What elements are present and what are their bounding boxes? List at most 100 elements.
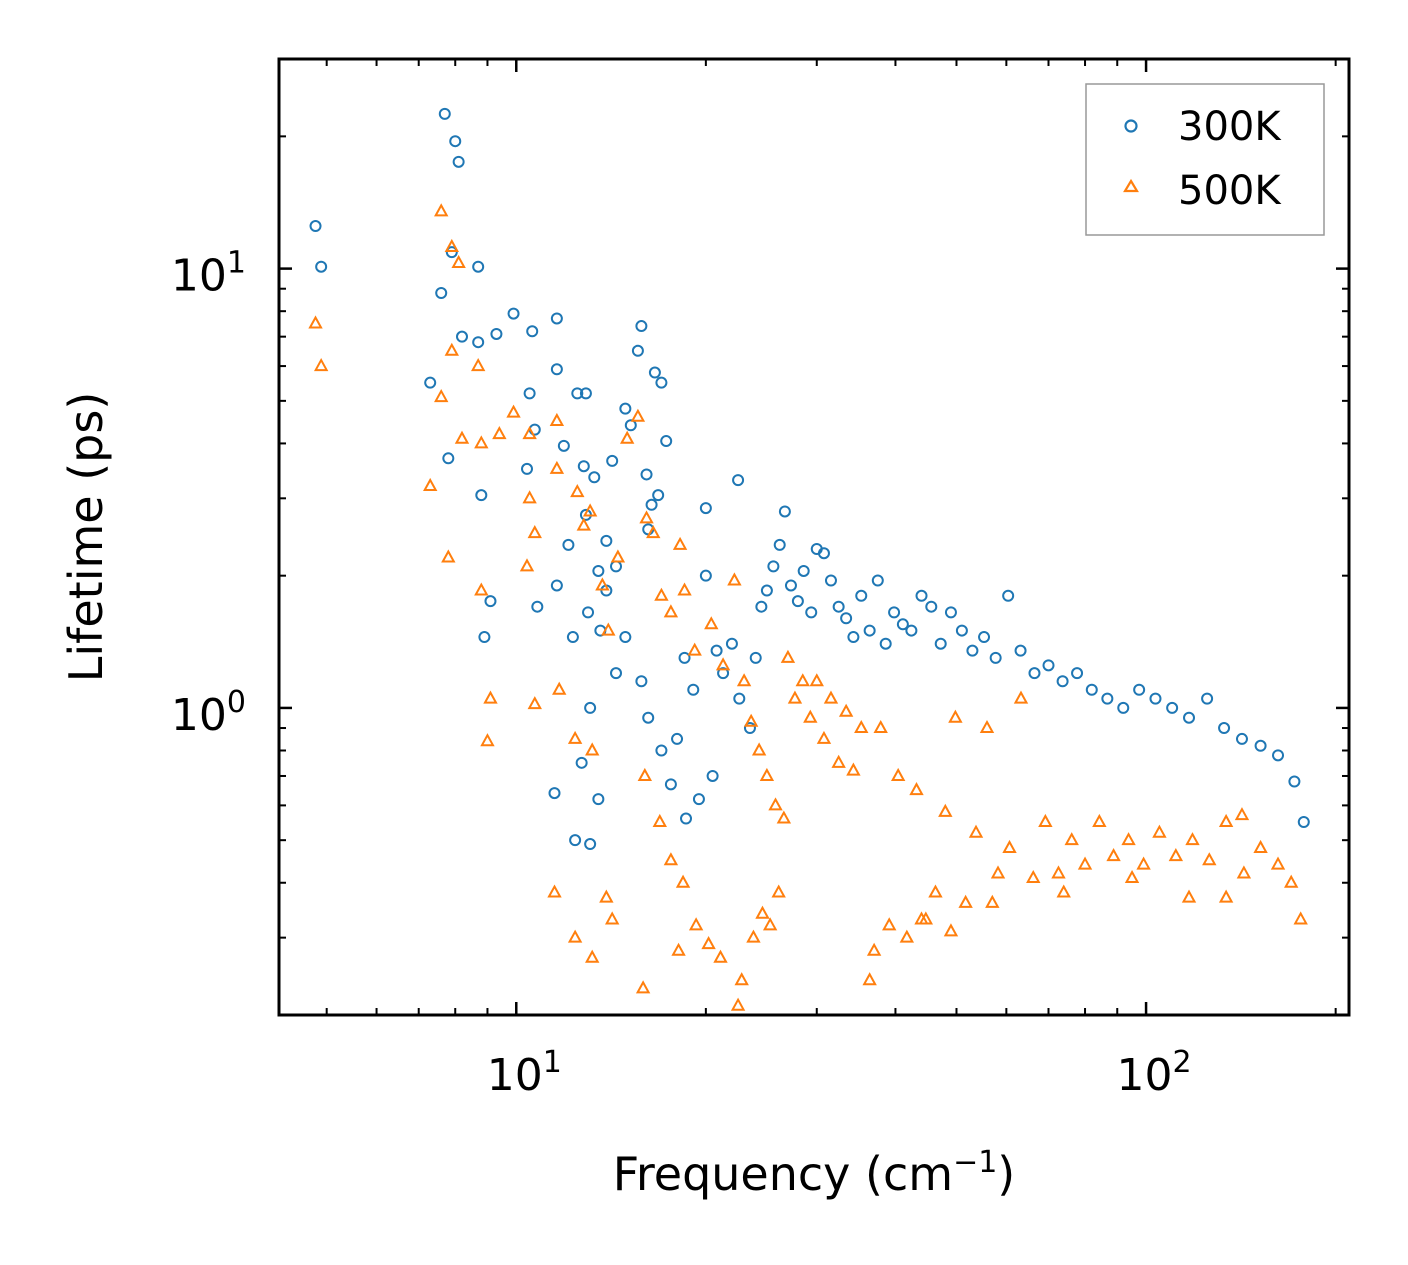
- point-500K-19: [483, 690, 498, 704]
- point-500K-6: [470, 357, 486, 372]
- point-300K-68: [710, 644, 723, 657]
- point-500K-0: [308, 315, 323, 329]
- point-500K-93: [958, 894, 973, 908]
- point-300K-108: [1042, 659, 1055, 672]
- x-axis-label: Frequency (cm−1): [613, 1145, 1016, 1201]
- point-300K-20: [478, 631, 491, 644]
- point-300K-63: [671, 732, 684, 745]
- point-500K-84: [873, 719, 888, 734]
- point-300K-4: [449, 135, 462, 148]
- point-300K-31: [592, 564, 605, 577]
- point-300K-99: [934, 637, 947, 650]
- point-500K-58: [727, 572, 742, 586]
- point-300K-87: [832, 600, 845, 613]
- point-300K-19: [484, 595, 497, 608]
- point-300K-62: [664, 778, 677, 791]
- point-500K-112: [1218, 813, 1234, 827]
- point-500K-85: [882, 917, 897, 931]
- y-tick-label-1-exponent: 0: [227, 685, 246, 720]
- point-300K-39: [584, 701, 597, 714]
- y-tick-label-1: 100: [171, 685, 246, 741]
- point-500K-45: [677, 582, 692, 596]
- point-500K-57: [715, 657, 731, 671]
- point-500K-114: [1253, 839, 1268, 853]
- point-500K-33: [547, 884, 562, 898]
- point-300K-16: [521, 462, 534, 475]
- point-300K-81: [791, 595, 804, 608]
- x-tick-label-100-exponent: 2: [1173, 1045, 1192, 1080]
- point-300K-117: [1183, 711, 1196, 724]
- point-300K-113: [1117, 701, 1130, 714]
- point-300K-93: [879, 637, 892, 650]
- point-500K-29: [601, 622, 616, 636]
- point-300K-50: [640, 468, 653, 481]
- point-500K-27: [595, 577, 610, 591]
- point-300K-34: [582, 606, 595, 619]
- point-300K-112: [1101, 692, 1114, 705]
- series-300K: [309, 107, 1310, 851]
- point-500K-74: [803, 709, 818, 723]
- point-300K-125: [680, 812, 693, 825]
- point-300K-60: [642, 711, 655, 724]
- point-500K-2: [434, 203, 449, 217]
- point-500K-80: [846, 762, 861, 776]
- point-500K-24: [570, 483, 585, 498]
- point-500K-3: [444, 238, 459, 252]
- point-300K-120: [1235, 732, 1248, 745]
- point-300K-94: [888, 606, 901, 619]
- point-500K-25: [576, 517, 591, 531]
- y-axis-label: Lifetime (ps): [59, 392, 113, 683]
- point-500K-59: [736, 673, 752, 687]
- point-300K-80: [784, 579, 797, 592]
- point-500K-99: [1026, 869, 1041, 884]
- point-500K-72: [787, 690, 803, 704]
- point-300K-22: [550, 312, 563, 325]
- point-500K-118: [1234, 807, 1250, 821]
- point-300K-91: [863, 624, 876, 637]
- point-300K-33: [566, 631, 579, 644]
- point-300K-51: [648, 366, 661, 379]
- y-tick-label-10-exponent: 1: [227, 246, 246, 281]
- x-tick-label-100: 102: [1117, 1045, 1192, 1101]
- point-300K-114: [1133, 683, 1146, 696]
- point-500K-38: [619, 430, 635, 444]
- point-300K-79: [778, 505, 791, 518]
- y-tick-label-10-base: 10: [171, 251, 227, 302]
- point-300K-25: [571, 387, 584, 400]
- point-300K-115: [1149, 692, 1162, 705]
- point-300K-118: [1201, 692, 1214, 705]
- point-500K-75: [809, 673, 824, 687]
- point-500K-37: [604, 911, 620, 925]
- point-300K-48: [631, 344, 644, 357]
- point-300K-69: [717, 667, 730, 680]
- point-300K-67: [699, 569, 712, 582]
- legend: 300K 500K: [1085, 83, 1325, 236]
- point-500K-4: [451, 254, 466, 268]
- point-500K-77: [823, 690, 839, 704]
- point-500K-34: [567, 929, 583, 943]
- point-500K-83: [866, 942, 882, 956]
- point-300K-49: [635, 320, 648, 333]
- point-500K-13: [522, 426, 537, 440]
- point-500K-66: [734, 972, 749, 986]
- point-500K-81: [854, 719, 869, 734]
- point-300K-10: [490, 327, 503, 340]
- point-300K-102: [966, 644, 979, 657]
- point-300K-47: [624, 419, 637, 432]
- point-500K-70: [771, 884, 786, 898]
- point-500K-108: [1152, 824, 1167, 838]
- point-500K-50: [675, 874, 691, 888]
- point-500K-18: [474, 582, 489, 596]
- point-300K-83: [805, 606, 818, 619]
- point-500K-88: [909, 782, 924, 796]
- point-500K-48: [652, 813, 667, 827]
- point-500K-102: [1064, 832, 1079, 846]
- point-500K-56: [704, 616, 719, 630]
- point-500K-5: [444, 342, 459, 356]
- point-500K-116: [1284, 874, 1299, 888]
- point-500K-9: [454, 430, 470, 444]
- point-300K-74: [749, 651, 762, 664]
- x-axis-label-end: ): [997, 1147, 1015, 1201]
- x-axis-label-text: Frequency (cm: [613, 1147, 953, 1201]
